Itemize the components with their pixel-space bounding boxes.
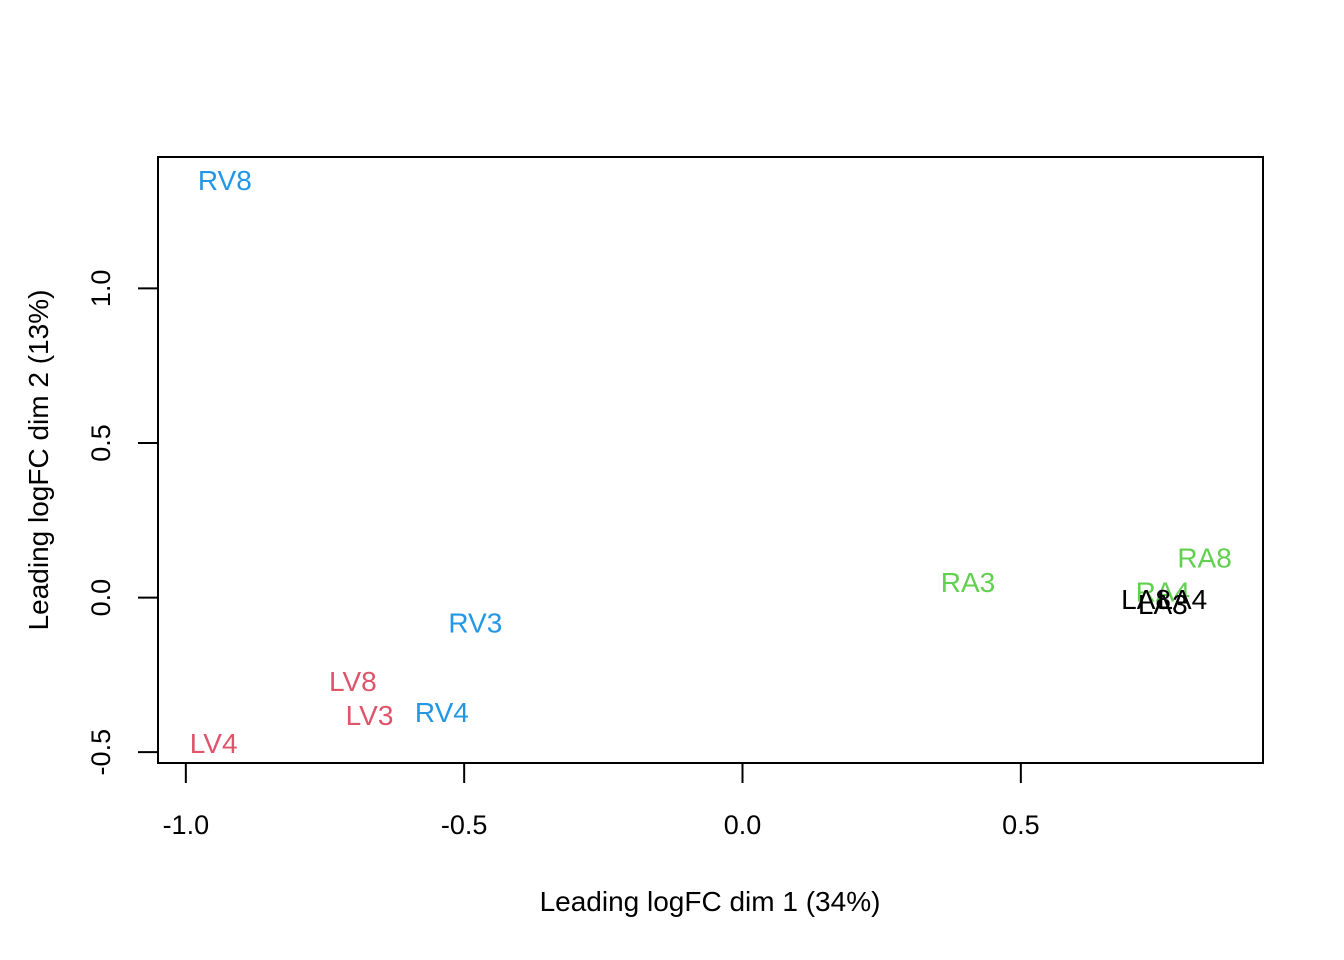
point-label-rv4: RV4 [415,697,469,728]
y-tick-label: 1.0 [86,270,116,308]
y-tick-label: 0.0 [86,579,116,617]
y-tick-label: -0.5 [86,729,116,776]
y-tick-label: 0.5 [86,424,116,462]
point-label-lv3: LV3 [346,700,394,731]
x-tick-label: 0.0 [724,810,762,840]
point-label-la8: LA8 [1121,584,1171,615]
point-label-ra3: RA3 [941,567,995,598]
point-label-lv8: LV8 [329,666,377,697]
point-label-rv3: RV3 [448,607,502,638]
point-label-ra8: RA8 [1177,542,1231,573]
point-label-la3: LA3 [1138,589,1188,620]
x-tick-label: 0.5 [1002,810,1040,840]
y-axis: -0.5 0.0 0.5 1.0 [86,270,159,776]
x-axis-title: Leading logFC dim 1 (34%) [540,886,881,917]
point-label-lv4: LV4 [190,728,238,759]
x-tick-label: -1.0 [163,810,210,840]
point-label-la4: LA4 [1157,584,1207,615]
x-axis: -1.0 -0.5 0.0 0.5 [163,762,1040,840]
y-axis-title: Leading logFC dim 2 (13%) [23,290,54,631]
point-label-rv8: RV8 [198,165,252,196]
x-tick-label: -0.5 [441,810,488,840]
point-label-ra4: RA4 [1136,576,1190,607]
